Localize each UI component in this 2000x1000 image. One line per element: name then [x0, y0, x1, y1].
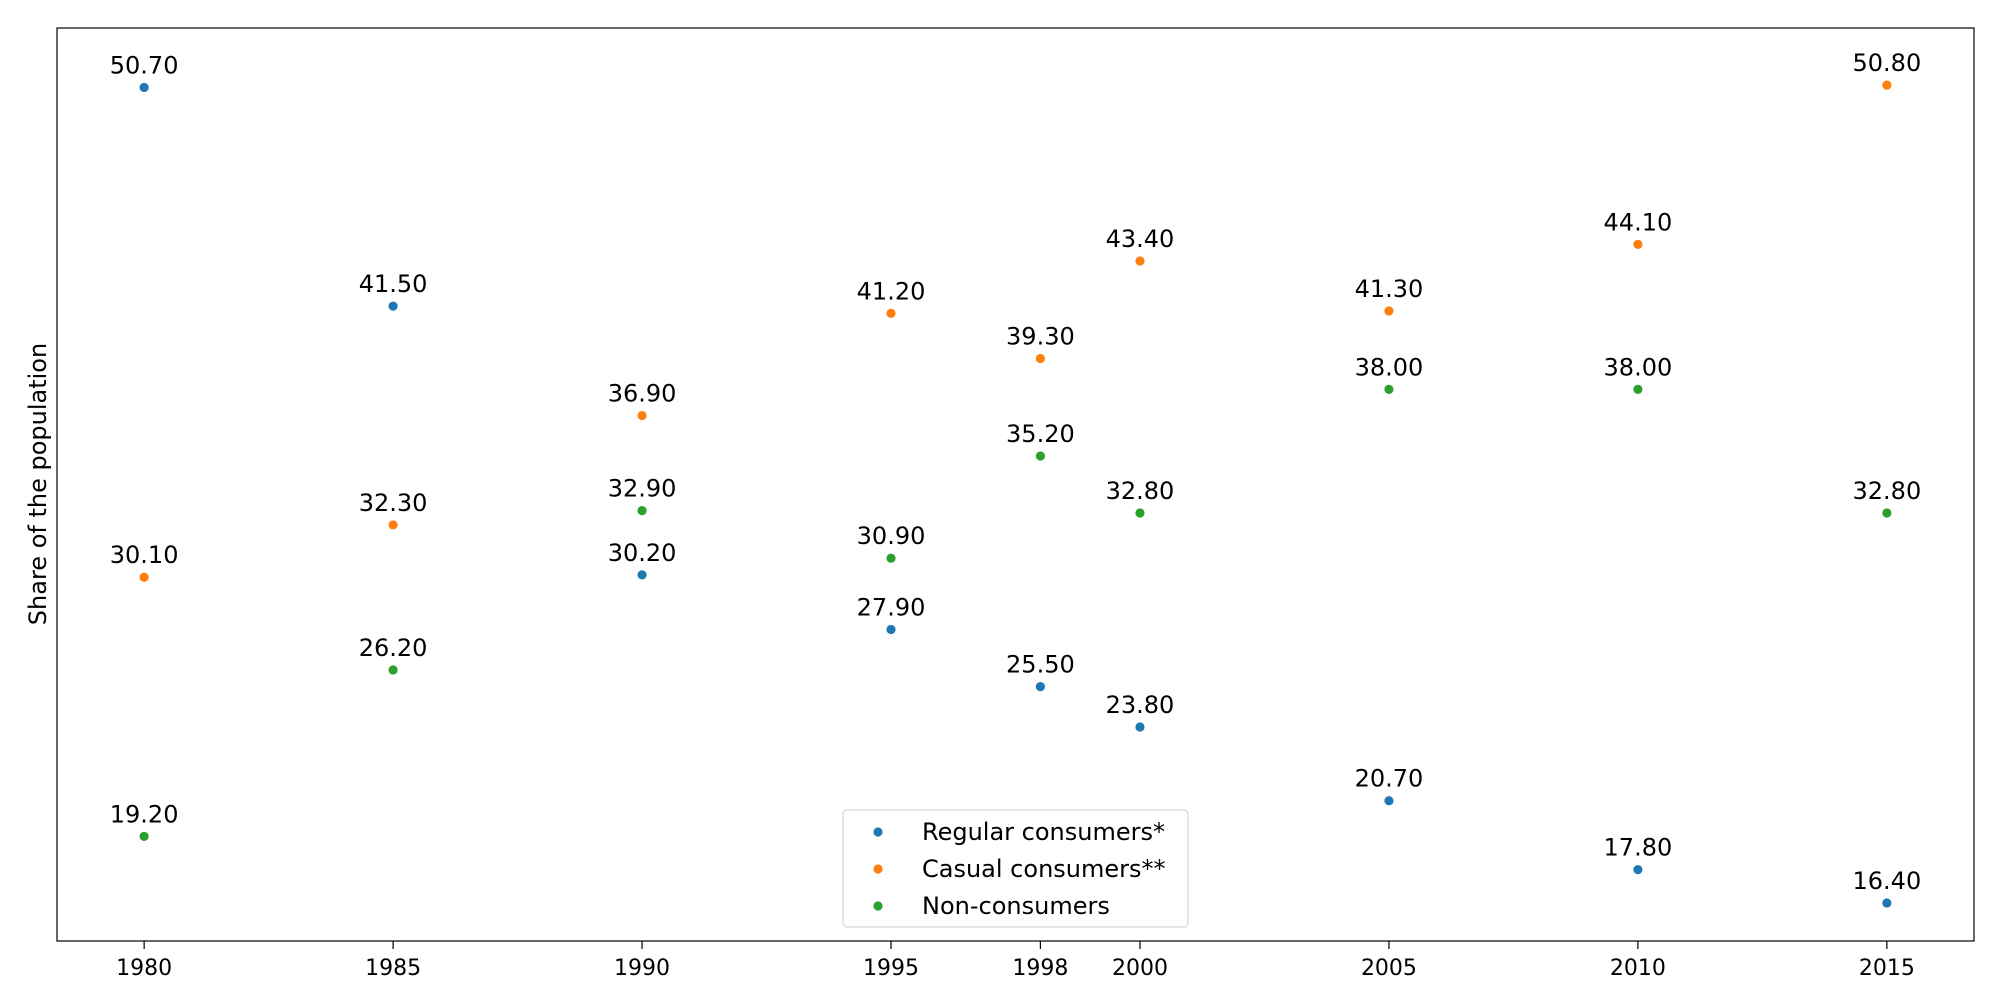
data-point [388, 301, 398, 311]
data-label: 19.20 [110, 800, 179, 828]
data-label: 50.70 [110, 51, 179, 79]
data-point [637, 570, 647, 580]
data-label: 17.80 [1604, 834, 1673, 862]
data-point [1035, 451, 1045, 461]
x-tick-label: 2015 [1859, 956, 1915, 981]
data-label: 41.50 [359, 270, 428, 298]
legend-label: Non-consumers [922, 892, 1110, 920]
data-label: 27.90 [857, 594, 926, 622]
data-point [388, 665, 398, 675]
data-point [1882, 80, 1892, 90]
x-axis-ticks: 1980 1985 1990 1995 1998 2000 2005 2010 2015 [116, 941, 1915, 981]
data-marks: 50.70 41.50 30.20 27.90 25.50 23.80 20.70 17.80… [110, 49, 1922, 908]
legend-items: Regular consumers* Casual consumers** Non-… [873, 818, 1166, 920]
data-label: 25.50 [1006, 651, 1075, 679]
data-label: 32.30 [359, 489, 428, 517]
data-point [886, 553, 896, 563]
data-point [886, 624, 896, 635]
data-label: 39.30 [1006, 322, 1075, 350]
data-label: 30.10 [110, 541, 179, 569]
legend: Regular consumers* Casual consumers** Non-… [842, 809, 1189, 928]
legend-label: Casual consumers** [922, 855, 1166, 883]
data-point [1633, 239, 1643, 249]
x-tick-label: 2010 [1610, 956, 1666, 981]
data-point [1035, 681, 1045, 692]
x-tick-label: 1985 [365, 956, 421, 981]
data-point [1882, 898, 1892, 908]
x-tick-label: 2000 [1112, 956, 1168, 981]
data-point [1135, 722, 1145, 732]
data-label: 38.00 [1604, 353, 1673, 381]
data-point [139, 572, 149, 582]
data-point [1633, 865, 1643, 875]
series-1: 30.10 32.30 36.90 41.20 39.30 43.40 41.30 44.10… [110, 49, 1921, 582]
data-label: 35.20 [1006, 420, 1075, 448]
data-point [1384, 306, 1394, 316]
series-0: 50.70 41.50 30.20 27.90 25.50 23.80 20.70 17.80… [110, 51, 1922, 908]
data-point [1384, 384, 1394, 394]
x-tick-label: 1995 [863, 956, 919, 981]
series-2: 19.20 26.20 32.90 30.90 35.20 32.80 38.00 38.00… [110, 353, 1921, 841]
y-axis-label: Share of the population [24, 343, 52, 625]
data-label: 32.80 [1106, 477, 1175, 505]
data-point [139, 82, 149, 93]
legend-label: Regular consumers* [922, 818, 1165, 846]
legend-box [842, 809, 1189, 928]
data-label: 50.80 [1853, 49, 1922, 77]
data-label: 38.00 [1355, 353, 1424, 381]
data-point [1035, 353, 1045, 364]
data-point [637, 506, 647, 516]
data-label: 44.10 [1604, 208, 1673, 236]
data-point [1384, 796, 1394, 806]
x-tick-label: 1990 [614, 956, 670, 981]
data-label: 30.90 [857, 522, 926, 550]
data-point [1135, 508, 1145, 518]
data-label: 23.80 [1106, 691, 1175, 719]
data-point [637, 410, 647, 421]
data-label: 26.20 [359, 634, 428, 662]
data-point [1882, 508, 1892, 518]
plot-frame [56, 27, 1975, 942]
data-label: 41.20 [857, 277, 926, 305]
data-label: 43.40 [1106, 225, 1175, 253]
data-point [1633, 384, 1643, 394]
data-point [388, 520, 398, 530]
x-tick-label: 1998 [1012, 956, 1068, 981]
legend-marker [873, 901, 883, 911]
data-label: 16.40 [1853, 867, 1922, 895]
legend-marker [873, 827, 883, 837]
data-point [139, 831, 149, 841]
data-point [886, 308, 896, 318]
data-label: 20.70 [1355, 765, 1424, 793]
data-label: 32.80 [1853, 477, 1922, 505]
data-label: 30.20 [608, 539, 677, 567]
data-point [1135, 256, 1145, 266]
x-tick-label: 2005 [1361, 956, 1417, 981]
data-label: 32.90 [608, 475, 677, 503]
legend-marker [873, 864, 883, 874]
x-tick-label: 1980 [116, 956, 172, 981]
data-label: 36.90 [608, 380, 677, 408]
data-label: 41.30 [1355, 275, 1424, 303]
